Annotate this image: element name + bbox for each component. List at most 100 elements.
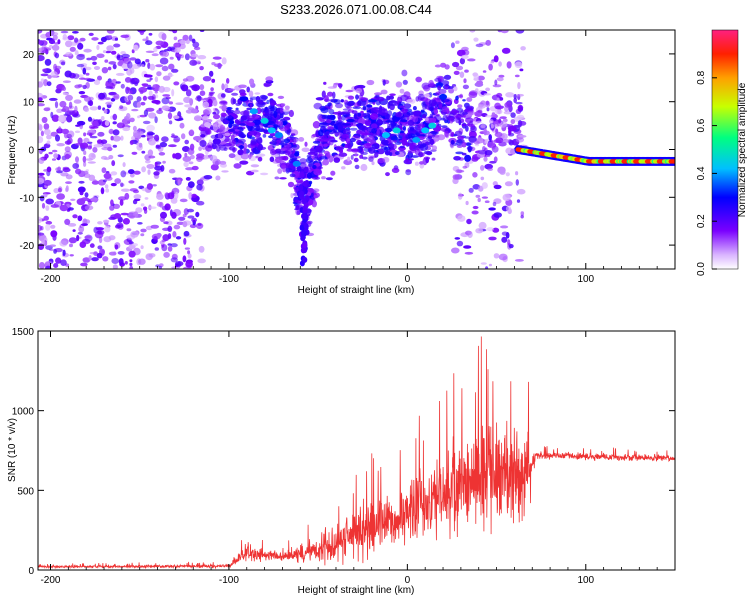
- spectrogram-cell: [173, 138, 180, 143]
- spectrogram-cell: [103, 236, 112, 243]
- spectrogram-cell: [52, 44, 60, 51]
- spectrogram-cell: [256, 125, 261, 131]
- spectrogram-cell: [73, 99, 82, 104]
- spectrogram-cell: [438, 88, 447, 95]
- spectrogram-cell: [146, 183, 153, 190]
- spectrogram-cell: [328, 108, 335, 115]
- spectrogram-cell: [156, 71, 162, 77]
- spectrogram-cell: [90, 126, 99, 129]
- spectrogram-cell: [49, 244, 56, 247]
- spectrogram-cell: [505, 172, 510, 177]
- spectrogram-cell: [61, 61, 66, 66]
- spectrogram-dip-cell: [301, 198, 307, 204]
- spectrogram-cell: [480, 262, 487, 265]
- spectrogram-cell: [219, 100, 228, 106]
- spectrogram-cell: [380, 89, 388, 95]
- spectrogram-cell: [144, 74, 153, 78]
- spectrogram-cell: [326, 126, 335, 131]
- spectrogram-cell: [183, 230, 190, 237]
- spectrogram-cell: [342, 123, 351, 126]
- spectrogram-cell: [50, 230, 58, 238]
- spectrogram-cell: [191, 84, 201, 92]
- spectrogram-cell: [133, 194, 142, 200]
- spectrogram-cell: [219, 105, 228, 110]
- spectrogram-cell: [154, 116, 158, 124]
- spectrogram-cell: [221, 170, 229, 173]
- spectrogram-cell: [349, 137, 356, 143]
- spectrogram-cell: [65, 52, 73, 57]
- spectrogram-cell: [79, 190, 84, 196]
- spectrogram-cell: [472, 172, 478, 178]
- spectrogram-cell: [515, 137, 525, 143]
- spectrogram-cell: [459, 57, 465, 65]
- spectrogram-cell: [118, 258, 124, 265]
- spectrogram-cell: [291, 157, 298, 160]
- spectrogram-cell: [67, 130, 75, 138]
- spectrogram-cell: [44, 58, 52, 66]
- spectrogram-cell: [146, 164, 155, 169]
- spectrogram-cell: [129, 262, 133, 266]
- spectrogram-cell: [159, 51, 167, 57]
- spectrogram-cell: [116, 55, 121, 59]
- spectrogram-cell: [38, 30, 43, 34]
- spectrogram-dip-cell: [298, 185, 304, 191]
- spectrogram-dip-cell: [300, 247, 306, 254]
- spectrogram-cell: [212, 111, 216, 115]
- spectrogram-cell: [312, 121, 321, 129]
- spectrogram-cell: [495, 109, 503, 115]
- spectrogram-cell: [399, 88, 405, 94]
- spectrogram-cell: [149, 206, 157, 209]
- spectrogram-cell: [461, 141, 467, 148]
- spectrogram-cell: [62, 106, 70, 113]
- spectrogram-cell: [129, 140, 134, 146]
- spectrogram-cell: [82, 257, 91, 263]
- spectrogram-cell: [501, 47, 511, 54]
- spectrogram-cell: [292, 144, 297, 148]
- spectrogram-cell: [131, 108, 139, 112]
- spectrogram-cell: [376, 128, 380, 136]
- spectrogram-cell: [368, 146, 376, 154]
- spectrogram-cell: [205, 144, 213, 152]
- spectrogram-cell: [120, 135, 124, 141]
- snr-x-tick-label: -100: [219, 575, 239, 586]
- spectrogram-cell: [64, 154, 71, 159]
- spectrogram-cell: [485, 39, 492, 46]
- spectrogram-cell: [119, 199, 124, 206]
- spectrogram-cell: [327, 91, 334, 97]
- spectrogram-cell: [38, 224, 42, 232]
- spectrogram-cell: [128, 215, 136, 219]
- spectrogram-cell: [249, 136, 256, 140]
- spectrogram-cell: [124, 261, 128, 265]
- spectrogram-cell: [334, 132, 344, 137]
- spectrogram-cell: [210, 87, 214, 92]
- spectrogram-cell: [361, 156, 368, 160]
- spectrogram-cell: [277, 95, 285, 99]
- spectrogram-cell: [233, 109, 241, 115]
- spectrogram-cell: [155, 264, 161, 268]
- spectrogram-cell: [86, 57, 92, 61]
- spectrogram-cell: [492, 84, 502, 88]
- spectrogram-cell: [325, 119, 332, 124]
- spectrogram-cell: [153, 235, 158, 242]
- spectrogram-cell: [114, 178, 122, 184]
- spectrogram-cell: [128, 180, 135, 184]
- spectrogram-cell: [43, 215, 49, 221]
- spectrogram-cell: [234, 153, 243, 161]
- spectrogram-cell: [399, 105, 406, 109]
- spectrogram-cell: [188, 192, 193, 200]
- spectrogram-cell: [482, 146, 486, 152]
- spectrogram-cell: [39, 195, 45, 202]
- spectrogram-ylabel: Frequency (Hz): [7, 116, 18, 185]
- spectrogram-cell: [269, 133, 277, 137]
- spectrogram-cell: [428, 99, 437, 107]
- spectrogram-cell: [107, 66, 112, 71]
- spectrogram-cell: [520, 214, 524, 219]
- spectrogram-cell: [341, 134, 347, 140]
- spectrogram-cell: [208, 139, 212, 145]
- spectrogram-cell: [196, 200, 205, 206]
- spectrogram-cell: [377, 119, 384, 124]
- spectrogram-cell: [257, 143, 263, 151]
- snr-y-tick-label: 500: [17, 486, 34, 497]
- spectrogram-cell: [168, 120, 173, 125]
- spectrogram-cell: [155, 144, 161, 148]
